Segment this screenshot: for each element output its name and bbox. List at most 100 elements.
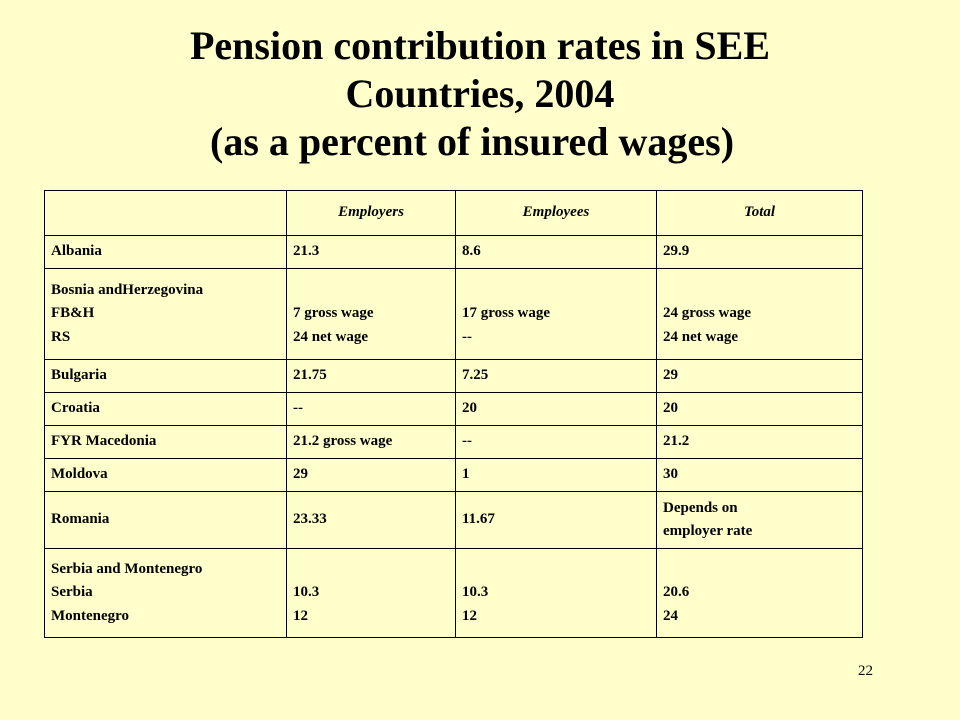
cell-line: 10.3 [462,584,489,601]
country-cell: Bulgaria [44,359,287,393]
rate-cell: 7 gross wage 24 net wage [286,268,456,360]
cell-line: 24 net wage [663,328,738,345]
rate-cell: 10.3 12 [455,548,657,638]
cell-line: Moldova [51,466,108,483]
rate-cell: 29 [286,458,456,492]
cell-line: 30 [663,466,678,483]
cell-line: -- [462,328,472,345]
table-row: Albania 21.3 8.6 29.9 [44,235,863,269]
cell-line: 21.3 [293,243,320,260]
rate-cell: 21.3 [286,235,456,269]
header-total: Total [656,190,863,236]
cell-line: 7.25 [462,367,489,384]
cell-line: Albania [51,243,102,260]
cell-line: 29 [293,466,308,483]
country-cell: FYR Macedonia [44,425,287,459]
rate-cell: 20 [455,392,657,426]
title-line-2: Countries, 2004 [345,71,615,116]
header-country [44,190,287,236]
cell-line: 21.2 [663,433,690,450]
cell-line: 7 gross wage [293,305,374,322]
rate-cell: 24 gross wage 24 net wage [656,268,863,360]
rate-cell: -- [455,425,657,459]
cell-line: Serbia [51,584,93,601]
slide-title: Pension contribution rates in SEE Countr… [0,22,960,166]
rate-cell: 21.2 [656,425,863,459]
cell-line: Depends on [663,499,738,516]
cell-line [462,558,650,581]
table-row: Moldova 29 1 30 [44,458,863,492]
cell-line: 11.67 [462,511,495,528]
cell-line: Bulgaria [51,367,107,384]
rate-cell: 23.33 [286,491,456,549]
rate-cell: 21.75 [286,359,456,393]
cell-line: 29.9 [663,243,690,260]
cell-line: 8.6 [462,243,481,260]
rate-cell: Depends on employer rate [656,491,863,549]
cell-line: Serbia and Montenegro [51,561,203,578]
page-number: 22 [858,663,873,679]
cell-line: 29 [663,367,678,384]
cell-line: employer rate [663,523,753,539]
header-employees: Employees [455,190,657,236]
rate-cell: 10.3 12 [286,548,456,638]
header-row: Employers Employees Total [44,190,863,236]
cell-line: 12 [462,607,477,624]
country-cell: Serbia and Montenegro Serbia Montenegro [44,548,287,638]
rate-cell: 29.9 [656,235,863,269]
cell-line: 20 [663,400,678,417]
rate-cell: 7.25 [455,359,657,393]
rate-cell: 21.2 gross wage [286,425,456,459]
rate-cell: 20.6 24 [656,548,863,638]
rate-cell: 30 [656,458,863,492]
cell-line: 12 [293,607,308,624]
rate-cell: 20 [656,392,863,426]
table-row: Croatia -- 20 20 [44,392,863,426]
cell-line: 10.3 [293,584,320,601]
cell-line: 20.6 [663,584,690,601]
cell-line: Bosnia andHerzegovina [51,282,204,299]
table-row: FYR Macedonia 21.2 gross wage -- 21.2 [44,425,863,459]
cell-line [663,279,856,302]
table-row: Bosnia andHerzegovina FB&H RS 7 gross wage… [44,268,863,360]
title-line-3: (as a percent of insured wages) [210,119,735,164]
country-cell: Albania [44,235,287,269]
rate-cell: 8.6 [455,235,657,269]
cell-line: Croatia [51,400,100,417]
cell-line: RS [51,328,71,345]
cell-line [663,558,856,581]
cell-line: 1 [462,466,470,483]
pension-rates-table: Employers Employees Total Albania 21.3 8.6… [44,190,863,638]
cell-line: 24 gross wage [663,305,752,322]
cell-line: 17 gross wage [462,305,551,322]
rate-cell: 11.67 [455,491,657,549]
rate-cell: 17 gross wage -- [455,268,657,360]
cell-line: 24 net wage [293,328,368,345]
cell-line: Romania [51,511,110,528]
cell-line: 21.75 [293,367,327,384]
cell-line: -- [293,400,303,417]
country-cell: Romania [44,491,287,549]
rate-cell: 29 [656,359,863,393]
cell-line [293,558,449,581]
table-row: Bulgaria 21.75 7.25 29 [44,359,863,393]
table-row: Romania 23.33 11.67 Depends on employer rate [44,491,863,549]
table-row: Serbia and Montenegro Serbia Montenegro 10… [44,548,863,638]
country-cell: Croatia [44,392,287,426]
cell-line [293,279,449,302]
cell-line: 23.33 [293,511,327,528]
cell-line: FYR Macedonia [51,433,157,450]
cell-line: Montenegro [51,607,130,624]
cell-line: FB&H [51,305,95,322]
header-employers: Employers [286,190,456,236]
rate-cell: 1 [455,458,657,492]
cell-line: 24 [663,607,678,624]
title-line-1: Pension contribution rates in SEE [189,23,771,68]
rate-cell: -- [286,392,456,426]
cell-line: -- [462,433,472,450]
country-cell: Bosnia andHerzegovina FB&H RS [44,268,287,360]
country-cell: Moldova [44,458,287,492]
cell-line: 21.2 gross wage [293,433,393,450]
cell-line: 20 [462,400,477,417]
cell-line [462,279,650,302]
